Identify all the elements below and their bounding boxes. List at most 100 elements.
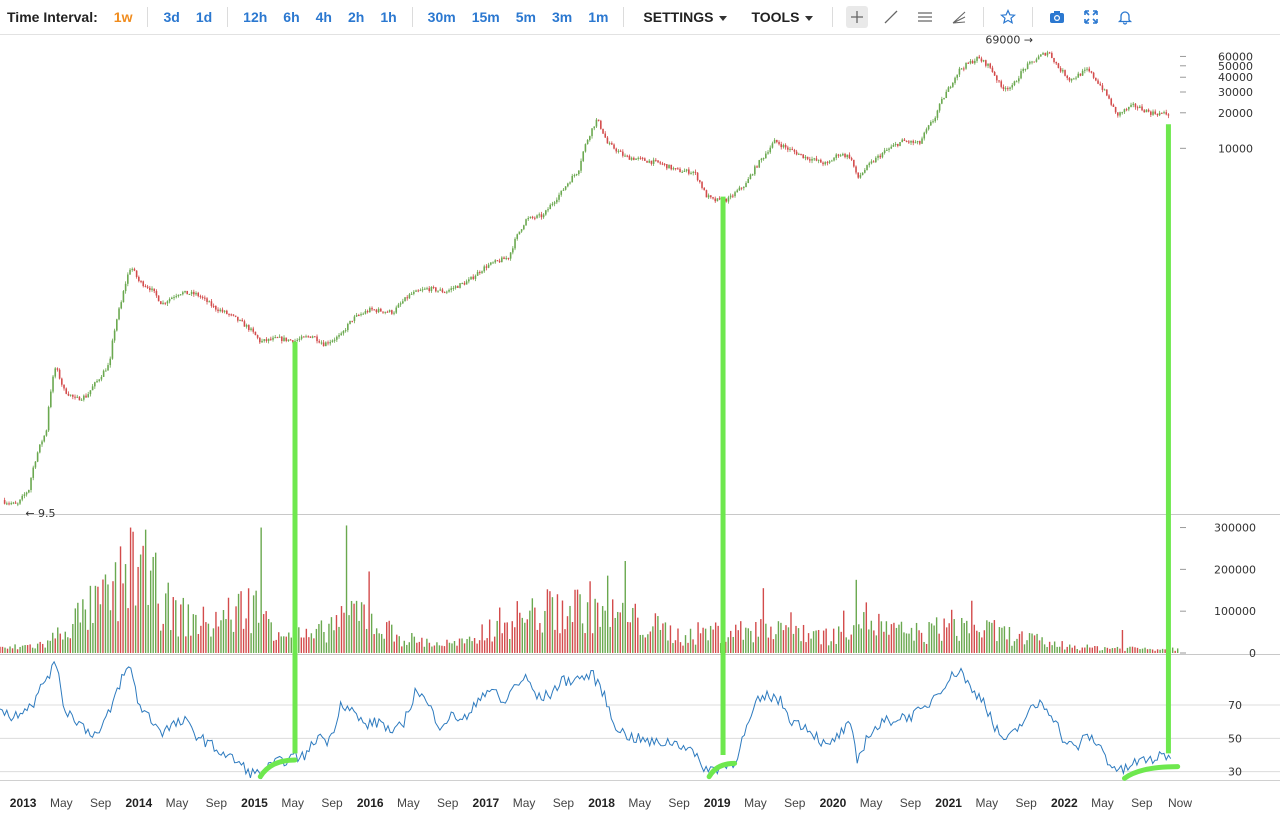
volume-bar — [790, 612, 792, 653]
time-axis-label: May — [975, 796, 998, 810]
interval-1m[interactable]: 1m — [588, 9, 609, 25]
volume-bar — [1011, 645, 1013, 653]
volume-bar — [41, 643, 44, 653]
price-candle — [448, 289, 450, 292]
chart-background — [0, 35, 1280, 814]
horizontal-lines-icon[interactable] — [914, 6, 936, 28]
price-candle — [393, 312, 395, 314]
bell-icon[interactable] — [1114, 6, 1136, 28]
volume-bar — [684, 635, 687, 653]
price-candle — [769, 147, 772, 153]
volume-bar — [34, 648, 36, 653]
volume-bar — [82, 599, 84, 653]
time-axis-label: Sep — [668, 796, 690, 810]
highlight-rsi-arc — [706, 760, 738, 780]
price-candle — [228, 313, 230, 315]
fan-icon[interactable] — [948, 6, 970, 28]
volume-bar — [102, 579, 104, 653]
price-candle — [197, 292, 200, 297]
volume-bar — [413, 636, 416, 653]
price-candle — [479, 271, 481, 273]
price-candle — [1086, 68, 1088, 70]
price-candle — [659, 162, 662, 164]
price-axis-label: 50000 — [1218, 60, 1253, 73]
volume-bar — [473, 638, 476, 653]
fullscreen-icon[interactable] — [1080, 6, 1102, 28]
volume-bar — [418, 641, 421, 653]
interval-1d[interactable]: 1d — [195, 9, 213, 25]
volume-bar — [890, 624, 893, 653]
interval-12h[interactable]: 12h — [243, 9, 268, 25]
price-candle — [655, 159, 657, 161]
volume-bar — [529, 610, 531, 653]
interval-3d[interactable]: 3d — [163, 9, 180, 25]
price-candle — [6, 503, 8, 505]
volume-bar — [411, 633, 413, 653]
volume-bar — [526, 619, 529, 653]
interval-5m[interactable]: 5m — [515, 9, 536, 25]
price-candle — [243, 321, 246, 327]
interval-4h[interactable]: 4h — [315, 9, 332, 25]
price-candle — [1145, 109, 1148, 113]
volume-axis-label: 300000 — [1214, 522, 1256, 535]
volume-bar — [36, 643, 39, 653]
price-candle — [1114, 106, 1117, 113]
crosshair-icon[interactable] — [846, 6, 869, 28]
interval-15m[interactable]: 15m — [471, 9, 500, 25]
price-candle — [710, 195, 712, 198]
volume-bar — [491, 641, 493, 653]
volume-bar — [880, 621, 883, 653]
volume-bar — [654, 613, 657, 653]
volume-bar — [278, 632, 280, 653]
volume-bar — [667, 640, 669, 653]
volume-bar — [554, 629, 556, 653]
volume-bar — [363, 604, 365, 653]
volume-bar — [714, 622, 717, 653]
price-candle — [1066, 75, 1069, 79]
volume-bar — [368, 571, 370, 653]
volume-bar — [524, 622, 526, 653]
price-candle — [641, 157, 644, 159]
settings-menu[interactable]: SETTINGS — [643, 9, 728, 25]
volume-bar — [107, 584, 109, 653]
price-candle — [657, 160, 659, 163]
highlight-rsi-arc — [1121, 764, 1181, 781]
interval-1h[interactable]: 1h — [380, 9, 397, 25]
volume-bar — [388, 620, 390, 653]
interval-30m[interactable]: 30m — [427, 9, 456, 25]
volume-bar — [629, 622, 631, 653]
volume-bar — [403, 640, 405, 653]
price-candle — [432, 286, 435, 288]
interval-1w[interactable]: 1w — [113, 9, 133, 25]
interval-2h[interactable]: 2h — [347, 9, 365, 25]
camera-icon[interactable] — [1046, 6, 1068, 28]
volume-bar — [672, 643, 674, 653]
price-candle — [94, 382, 96, 387]
price-candle — [718, 198, 721, 200]
volume-bar — [270, 622, 272, 653]
price-candle — [98, 379, 101, 381]
volume-bar — [1134, 647, 1136, 653]
price-candle — [408, 294, 411, 299]
volume-bar — [971, 600, 973, 653]
time-axis-label: Sep — [206, 796, 228, 810]
price-candle — [1059, 68, 1062, 72]
volume-bar — [1171, 647, 1174, 653]
price-candle — [65, 388, 68, 394]
interval-6h[interactable]: 6h — [283, 9, 300, 25]
price-candle — [538, 214, 541, 216]
volume-bar — [958, 640, 960, 653]
volume-bar — [92, 623, 94, 653]
tools-menu[interactable]: TOOLS — [751, 9, 814, 25]
interval-3m[interactable]: 3m — [551, 9, 573, 25]
volume-bar — [868, 629, 870, 653]
price-candle — [494, 260, 497, 263]
trendline-icon[interactable] — [880, 6, 902, 28]
price-axis-label: 30000 — [1218, 86, 1253, 99]
volume-bar — [232, 631, 235, 653]
volume-bar — [827, 645, 830, 653]
volume-bar — [669, 625, 672, 653]
volume-bar — [948, 623, 950, 653]
star-icon[interactable] — [997, 6, 1019, 28]
